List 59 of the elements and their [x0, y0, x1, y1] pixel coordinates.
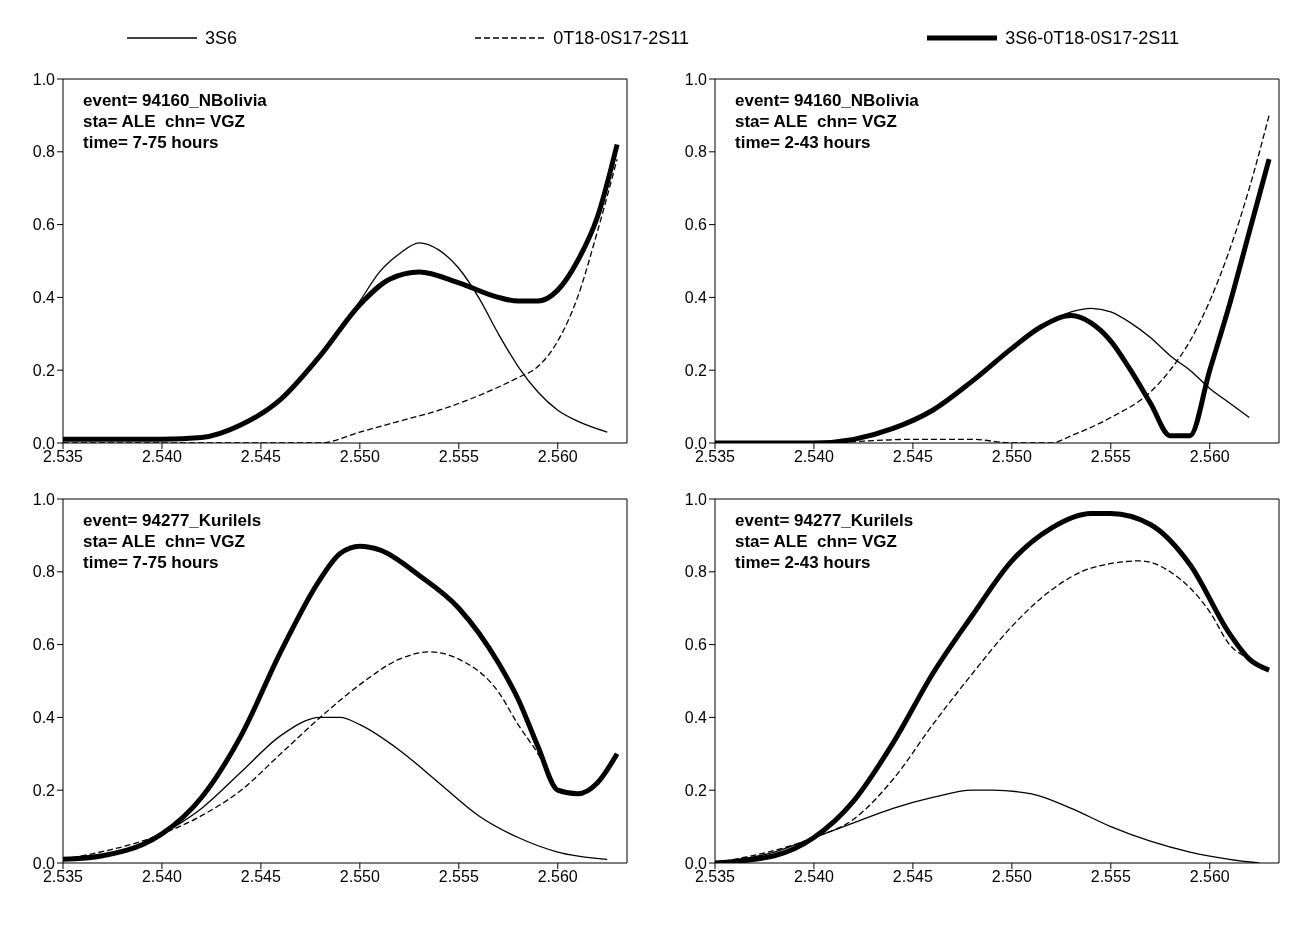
annotation: time= 7-75 hours	[83, 132, 220, 153]
y-tick-label: 0.6	[684, 216, 708, 234]
x-tick-label: 2.535	[42, 448, 84, 466]
x-tick-label: 2.545	[240, 448, 282, 466]
x-tick-label: 2.550	[339, 448, 380, 466]
y-tick-label: 1.0	[32, 490, 56, 508]
y-tick-label: 0.8	[32, 563, 56, 581]
y-tick-label: 0.6	[684, 636, 708, 654]
x-tick-label: 2.535	[694, 868, 736, 886]
x-tick-label: 2.535	[694, 448, 736, 466]
x-tick-label: 2.560	[1189, 868, 1230, 886]
annotation: event= 94277_Kurilels	[735, 510, 914, 531]
annotation: sta= ALE chn= VGZ	[83, 111, 246, 132]
x-tick-label: 2.540	[793, 868, 835, 886]
y-tick-label: 0.4	[32, 289, 56, 307]
annotation: sta= ALE chn= VGZ	[735, 111, 898, 132]
x-tick-label: 2.535	[42, 868, 84, 886]
annotation: sta= ALE chn= VGZ	[735, 531, 898, 552]
y-tick-label: 0.4	[684, 709, 708, 727]
annotation: event= 94277_Kurilels	[83, 510, 262, 531]
x-tick-label: 2.540	[141, 448, 183, 466]
x-tick-label: 2.550	[991, 868, 1032, 886]
y-tick-label: 1.0	[32, 70, 56, 88]
y-tick-label: 0.4	[32, 709, 56, 727]
x-tick-label: 2.540	[793, 448, 835, 466]
y-tick-label: 0.2	[684, 781, 708, 799]
annotation: time= 7-75 hours	[83, 552, 220, 573]
x-tick-label: 2.550	[991, 448, 1032, 466]
x-tick-label: 2.560	[537, 868, 578, 886]
legend-label: 0T18-0S17-2S11	[553, 28, 689, 48]
legend-label: 3S6-0T18-0S17-2S11	[1005, 28, 1179, 48]
y-tick-label: 0.6	[32, 636, 56, 654]
x-tick-label: 2.550	[339, 868, 380, 886]
x-tick-label: 2.555	[438, 868, 479, 886]
annotation: event= 94160_NBolivia	[735, 90, 919, 111]
annotation: time= 2-43 hours	[735, 552, 872, 573]
y-tick-label: 1.0	[684, 70, 708, 88]
y-tick-label: 0.4	[684, 289, 708, 307]
y-tick-label: 0.6	[32, 216, 56, 234]
annotation: event= 94160_NBolivia	[83, 90, 267, 111]
x-tick-label: 2.545	[892, 868, 934, 886]
y-tick-label: 0.8	[684, 563, 708, 581]
x-tick-label: 2.555	[1090, 868, 1131, 886]
annotation: time= 2-43 hours	[735, 132, 872, 153]
annotation: sta= ALE chn= VGZ	[83, 531, 246, 552]
x-tick-label: 2.545	[240, 868, 282, 886]
y-tick-label: 0.2	[684, 361, 708, 379]
y-tick-label: 0.8	[32, 143, 56, 161]
x-tick-label: 2.555	[1090, 448, 1131, 466]
y-tick-label: 0.8	[684, 143, 708, 161]
y-tick-label: 1.0	[684, 490, 708, 508]
x-tick-label: 2.560	[1189, 448, 1230, 466]
y-tick-label: 0.2	[32, 781, 56, 799]
x-tick-label: 2.540	[141, 868, 183, 886]
y-tick-label: 0.2	[32, 361, 56, 379]
legend-label: 3S6	[205, 28, 238, 48]
x-tick-label: 2.545	[892, 448, 934, 466]
x-tick-label: 2.560	[537, 448, 578, 466]
x-tick-label: 2.555	[438, 448, 479, 466]
